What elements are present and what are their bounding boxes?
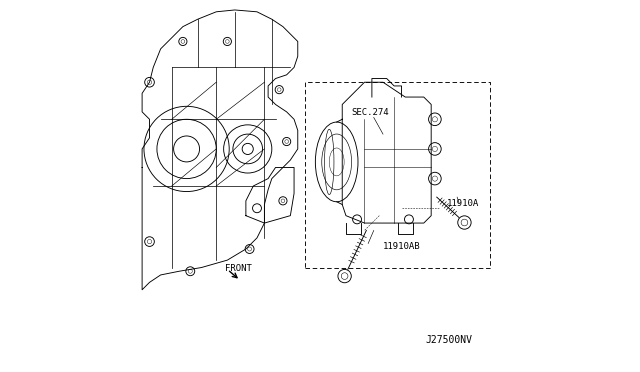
Text: J27500NV: J27500NV (425, 336, 472, 345)
Text: SEC.274: SEC.274 (351, 108, 389, 118)
Text: 11910AB: 11910AB (383, 242, 420, 251)
Text: 11910A: 11910A (447, 199, 479, 208)
Text: FRONT: FRONT (225, 264, 252, 273)
